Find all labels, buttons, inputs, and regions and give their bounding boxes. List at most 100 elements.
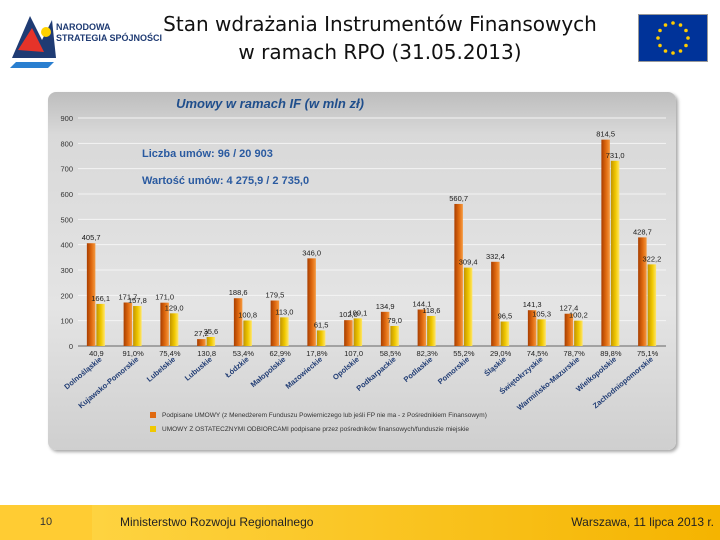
data-label-series2: 309,4 [459, 258, 478, 267]
bar-series1 [160, 302, 169, 346]
percent-label: 82,3% [416, 349, 438, 358]
bar-series2 [316, 330, 326, 346]
bar-series2 [243, 320, 252, 346]
data-label-series1: 428,7 [633, 227, 652, 236]
data-label-series1: 188,6 [229, 288, 248, 297]
narodowa-strategia-logo-icon [10, 16, 56, 68]
x-tick-label: Kujawsko-Pomorskie [77, 355, 141, 411]
bar-series1 [601, 139, 610, 346]
data-label-series1: 405,7 [82, 233, 101, 242]
data-label-series2: 113,0 [275, 307, 293, 316]
chart-panel [48, 92, 676, 450]
x-tick-label: Lubelskie [145, 355, 177, 384]
eu-star-icon [686, 36, 690, 40]
y-tick-label: 800 [60, 139, 73, 148]
data-label-series1: 144,1 [412, 299, 431, 308]
data-label-series2: 96,5 [498, 312, 513, 321]
data-label-series1: 102,0 [339, 310, 358, 319]
data-label-series2: 109,1 [348, 308, 367, 317]
bar-series1 [270, 300, 280, 346]
bar-series2 [463, 267, 473, 346]
bar-series2 [133, 306, 142, 346]
data-label-series2: 61,5 [314, 320, 329, 329]
data-label-series2: 322,2 [642, 254, 661, 263]
bar-series1 [344, 320, 353, 346]
percent-label: 58,5% [380, 349, 402, 358]
data-label-series1: 346,0 [302, 248, 321, 257]
data-label-series1: 171,0 [155, 293, 174, 302]
data-label-series2: 105,3 [532, 309, 551, 318]
percent-label: 40,9 [89, 349, 104, 358]
eu-star-icon [658, 28, 662, 33]
data-label-series1: 134,9 [376, 302, 395, 311]
bar-series1 [380, 311, 390, 346]
bar-series2 [280, 317, 289, 346]
percent-label: 17,8% [306, 349, 328, 358]
bar-series2 [353, 318, 363, 346]
percent-label: 53,4% [233, 349, 255, 358]
bar-series1 [197, 339, 206, 346]
x-tick-label: Pomorskie [436, 355, 471, 387]
chart-title: Umowy w ramach IF (w mln zł) [176, 96, 364, 111]
percent-label: 75,1% [637, 349, 659, 358]
footer-ministry: Ministerstwo Rozwoju Regionalnego [120, 515, 314, 529]
percent-label: 29,0% [490, 349, 512, 358]
eu-star-icon [671, 51, 675, 55]
chart-annotation-count: Liczba umów: 96 / 20 903 [142, 148, 273, 160]
slide-header: NARODOWA STRATEGIA SPÓJNOŚCI Stan wdraża… [0, 0, 720, 86]
bar-series1 [638, 237, 647, 346]
eu-flag-icon [638, 14, 708, 62]
bar-series1 [307, 258, 316, 346]
eu-star-icon [663, 23, 668, 27]
bar-series2 [427, 315, 436, 346]
data-label-series1: 179,5 [265, 291, 284, 300]
data-label-series1: 560,7 [449, 194, 468, 203]
y-tick-label: 200 [60, 291, 73, 300]
bar-series2 [206, 336, 216, 346]
y-tick-label: 300 [60, 266, 73, 275]
slide-footer: 10 Ministerstwo Rozwoju Regionalnego War… [0, 505, 720, 540]
eu-star-icon [678, 23, 683, 27]
data-label-series2: 100,2 [569, 311, 588, 320]
bar-series2 [390, 325, 399, 346]
bar-series2 [169, 313, 179, 346]
slide-title-line1: Stan wdrażania Instrumentów Finansowych [163, 12, 597, 36]
eu-star-icon [684, 43, 688, 48]
logo-line1: NARODOWA [56, 22, 111, 32]
bar-series2 [647, 264, 657, 346]
legend-label-series1: Podpisane UMOWY (z Menedżerem Funduszu P… [162, 411, 487, 419]
chart-annotation-value: Wartość umów: 4 275,9 / 2 735,0 [142, 175, 310, 187]
eu-star-icon [658, 43, 662, 48]
x-tick-label: Warmińsko-Mazurskie [515, 355, 581, 413]
x-tick-label: Śląskie [482, 355, 508, 379]
bar-series1 [417, 309, 427, 346]
x-tick-label: Podkarpackie [355, 355, 398, 393]
legend-swatch-series2 [150, 426, 156, 432]
percent-label: 55,2% [453, 349, 475, 358]
footer-date: Warszawa, 11 lipca 2013 r. [571, 515, 714, 529]
x-tick-label: Małopolskie [249, 355, 288, 389]
data-label-series2: 35,6 [204, 327, 219, 336]
eu-star-icon [656, 36, 660, 40]
y-tick-label: 100 [60, 317, 73, 326]
y-tick-label: 900 [60, 114, 73, 123]
page-number: 10 [0, 505, 92, 540]
percent-label: 89,8% [600, 349, 622, 358]
percent-label: 78,7% [563, 349, 585, 358]
eu-star-icon [678, 49, 683, 53]
legend-item-series1: Podpisane UMOWY (z Menedżerem Funduszu P… [150, 408, 670, 422]
data-label-series1: 332,4 [486, 252, 505, 261]
data-label-series1: 127,4 [559, 304, 578, 313]
data-label-series2: 166,1 [91, 294, 110, 303]
data-label-series2: 157,8 [128, 296, 147, 305]
eu-star-icon [684, 28, 688, 33]
percent-label: 74,5% [527, 349, 549, 358]
bar-series1 [491, 261, 500, 346]
bar-series1 [454, 203, 463, 346]
data-label-series2: 129,0 [165, 303, 184, 312]
y-tick-label: 400 [60, 241, 73, 250]
data-label-series1: 141,3 [523, 300, 542, 309]
percent-label: 75,4% [159, 349, 181, 358]
slide-title-line2: w ramach RPO (31.05.2013) [238, 40, 522, 64]
